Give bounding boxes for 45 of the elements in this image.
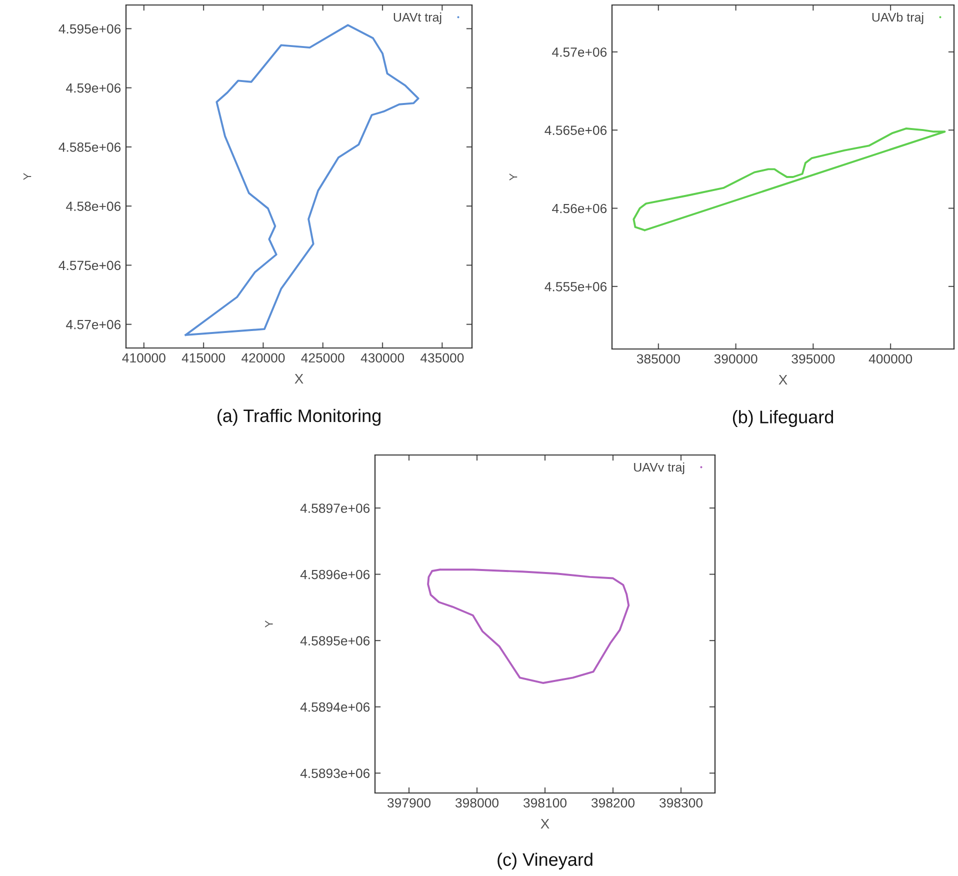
y-tick-label: 4.5895e+06 bbox=[300, 636, 370, 646]
y-tick-label: 4.5896e+06 bbox=[300, 570, 370, 580]
y-tick-label: 4.57e+06 bbox=[552, 47, 607, 57]
x-tick-label: 398300 bbox=[659, 798, 702, 808]
x-tick-label: 410000 bbox=[122, 353, 166, 363]
x-axis-title: X bbox=[540, 819, 550, 829]
text: (b) Lifeguard bbox=[732, 410, 834, 427]
x-tick-label: 398200 bbox=[591, 798, 634, 808]
x-tick-label: 385000 bbox=[636, 354, 680, 364]
x-tick-label: 397900 bbox=[387, 798, 430, 808]
y-tick-label: 4.56e+06 bbox=[552, 204, 607, 214]
y-axis-title: Y bbox=[265, 620, 273, 628]
legend-label: UAVv traj bbox=[634, 462, 684, 474]
legend-label: UAVb traj bbox=[872, 12, 924, 24]
line-series bbox=[427, 568, 630, 684]
y-axis-title: Y bbox=[509, 174, 518, 180]
x-tick-label: 398100 bbox=[523, 798, 566, 808]
line-series bbox=[632, 128, 946, 232]
y-tick-label: 4.575e+06 bbox=[58, 260, 121, 270]
y-tick-label: 4.565e+06 bbox=[544, 126, 607, 135]
x-tick-label: 425000 bbox=[301, 353, 344, 363]
y-axis-title: Y bbox=[23, 173, 32, 180]
x-axis-title: X bbox=[778, 375, 788, 385]
x-tick-label: 435000 bbox=[420, 353, 464, 363]
x-axis-title: X bbox=[294, 374, 304, 384]
text: (a) Traffic Monitoring bbox=[218, 408, 380, 426]
y-tick-label: 4.595e+06 bbox=[58, 24, 121, 34]
y-tick-label: 4.5894e+06 bbox=[300, 702, 370, 712]
legend-label: UAVt traj bbox=[394, 12, 442, 24]
y-tick-label: 4.585e+06 bbox=[58, 142, 121, 152]
x-tick-label: 415000 bbox=[182, 353, 226, 363]
y-tick-label: 4.57e+06 bbox=[66, 320, 121, 330]
x-tick-label: 390000 bbox=[714, 354, 758, 364]
y-tick-label: 4.5893e+06 bbox=[300, 768, 370, 778]
x-tick-label: 420000 bbox=[242, 353, 285, 363]
y-tick-label: 4.5897e+06 bbox=[300, 504, 370, 513]
x-tick-label: 430000 bbox=[360, 353, 404, 363]
x-tick-label: 400000 bbox=[868, 354, 912, 364]
y-tick-label: 4.59e+06 bbox=[66, 83, 121, 93]
text: (c) Vineyard bbox=[498, 852, 592, 870]
line-series bbox=[184, 24, 420, 336]
x-tick-label: 398000 bbox=[455, 798, 498, 808]
y-tick-label: 4.58e+06 bbox=[66, 202, 121, 211]
y-tick-label: 4.555e+06 bbox=[544, 282, 607, 292]
x-tick-label: 395000 bbox=[792, 354, 835, 364]
